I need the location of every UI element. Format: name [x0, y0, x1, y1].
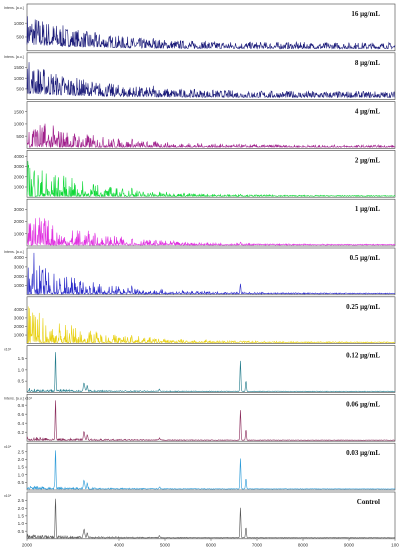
spectrum-panel: x10⁴ 0.5 1.0 1.5 0.12 μg/mL: [4, 345, 396, 393]
y-tick-label: 500: [16, 87, 24, 92]
panel-frame: [26, 150, 396, 198]
panel-label: Control: [357, 498, 380, 506]
panel-label: 2 μg/mL: [355, 156, 380, 164]
y-unit-label: x10⁴: [4, 494, 12, 498]
spectrum-panel: Intens. [a.u.] x10⁴ 0.2 0.4 0.6 0.8 0.06 μg/m…: [4, 394, 396, 442]
panel-label: 16 μg/mL: [351, 10, 380, 18]
spectrum-line: [26, 352, 396, 393]
y-tick-label: 1.5: [18, 356, 25, 361]
spectrum-panel: 500 1000 1500 4 μg/mL: [14, 101, 396, 149]
y-tick-label: 4000: [14, 154, 25, 159]
spectrum-line: [26, 217, 396, 247]
spectrum-line: [26, 498, 396, 540]
panel-label: 1 μg/mL: [355, 205, 380, 213]
y-tick-label: 2000: [14, 174, 25, 179]
panel-label: 0.5 μg/mL: [350, 254, 381, 262]
x-tick-label: 6000: [206, 542, 217, 547]
y-tick-label: 1.0: [18, 472, 25, 477]
x-tick-label: 4000: [114, 542, 125, 547]
panel-label: 0.25 μg/mL: [346, 303, 380, 311]
y-unit-label: Intens. [a.u.]: [4, 250, 24, 254]
y-tick-label: 3000: [14, 207, 25, 212]
y-tick-label: 2000: [14, 219, 25, 224]
x-tick-label: 2000: [22, 542, 33, 547]
y-unit-label: x10⁴: [4, 348, 12, 352]
spectrum-panel: Intens. [a.u.] 500 1000 16 μg/mL: [4, 3, 396, 52]
spectrum-line: [26, 306, 396, 344]
y-tick-label: 1000: [14, 76, 25, 81]
y-tick-label: 1000: [14, 231, 25, 236]
y-unit-label: Intens. [a.u.]: [4, 55, 24, 59]
panel-frame: [26, 101, 396, 149]
spectrum-panel: x10⁴ 0.5 1.0 1.5 2.0 2.5 0.03 μg/mL: [4, 442, 396, 491]
spectrum-line: [26, 62, 396, 99]
panel-frame: [26, 247, 396, 296]
y-tick-label: 3000: [14, 316, 25, 321]
y-tick-label: 500: [16, 134, 24, 139]
y-tick-label: 0.5: [18, 480, 25, 485]
y-tick-label: 2.0: [18, 457, 25, 462]
y-tick-label: 0.6: [18, 412, 25, 417]
y-tick-label: 1000: [14, 333, 25, 338]
x-tick-label: 8000: [298, 542, 309, 547]
y-tick-label: 1.0: [18, 521, 25, 526]
x-tick-label: 100: [391, 542, 399, 547]
panel-label: 0.06 μg/mL: [346, 400, 380, 408]
y-tick-label: 2.5: [18, 449, 25, 454]
y-tick-label: 1000: [14, 122, 25, 127]
y-tick-label: 1000: [14, 283, 25, 288]
y-tick-label: 1.0: [18, 367, 25, 372]
panel-frame: [26, 296, 396, 344]
y-tick-label: 0.5: [18, 379, 25, 384]
panel-frame: [26, 394, 396, 442]
spectrum-panel: x10⁴ 0.5 1.0 1.5 2.0 2.5 Control: [4, 491, 396, 540]
spectrum-panel: 1000 2000 3000 4000 0.25 μg/mL: [14, 296, 396, 344]
panel-label: 8 μg/mL: [355, 59, 380, 67]
y-tick-label: 1.5: [18, 465, 25, 470]
y-tick-label: 1.5: [18, 513, 25, 518]
y-tick-label: 0.2: [18, 430, 25, 435]
y-unit-label: Intens. [a.u.]: [4, 6, 24, 10]
y-tick-label: 2000: [14, 324, 25, 329]
spectrum-line: [26, 400, 396, 442]
spectrum-line: [26, 160, 396, 198]
panel-label: 4 μg/mL: [355, 108, 380, 116]
y-tick-label: 0.8: [18, 403, 25, 408]
y-tick-label: 0.5: [18, 529, 25, 534]
spectrum-panel: Intens. [a.u.] 500 1000 1500 8 μg/mL: [4, 52, 396, 100]
y-tick-label: 3000: [14, 264, 25, 269]
y-tick-label: 2.0: [18, 506, 25, 511]
y-tick-label: 1500: [14, 109, 25, 114]
spectrum-panel: 1000 2000 3000 1 μg/mL: [14, 198, 396, 247]
panel-frame: [26, 442, 396, 491]
x-tick-label: 5000: [160, 542, 171, 547]
y-tick-label: 1500: [14, 65, 25, 70]
y-tick-label: 500: [16, 35, 24, 40]
spectrum-line: [26, 123, 396, 149]
panel-label: 0.03 μg/mL: [346, 449, 380, 457]
spectrum-line: [26, 252, 396, 296]
spectrum-panel: Intens. [a.u.] 1000 2000 3000 4000 0.5 μg/mL: [4, 247, 396, 296]
y-tick-label: 0.4: [18, 421, 25, 426]
panel-frame: [26, 491, 396, 540]
y-unit-label: x10⁴: [4, 445, 12, 449]
spectrum-line: [26, 450, 396, 491]
x-tick-label: 9000: [344, 542, 355, 547]
panel-frame: [26, 3, 396, 52]
y-tick-label: 1000: [14, 21, 25, 26]
x-tick-label: 7000: [252, 542, 263, 547]
y-tick-label: 3000: [14, 164, 25, 169]
spectrum-line: [26, 16, 396, 50]
panel-frame: [26, 345, 396, 393]
panel-label: 0.12 μg/mL: [346, 352, 380, 360]
y-tick-label: 2000: [14, 274, 25, 279]
y-tick-label: 2.5: [18, 498, 25, 503]
y-tick-label: 1000: [14, 185, 25, 190]
spectrum-panel: 1000 2000 3000 4000 2 μg/mL: [14, 150, 396, 198]
y-unit-label: Intens. [a.u.] x10⁴: [4, 396, 33, 400]
panel-frame: [26, 198, 396, 247]
y-tick-label: 4000: [14, 255, 25, 260]
y-tick-label: 4000: [14, 307, 25, 312]
